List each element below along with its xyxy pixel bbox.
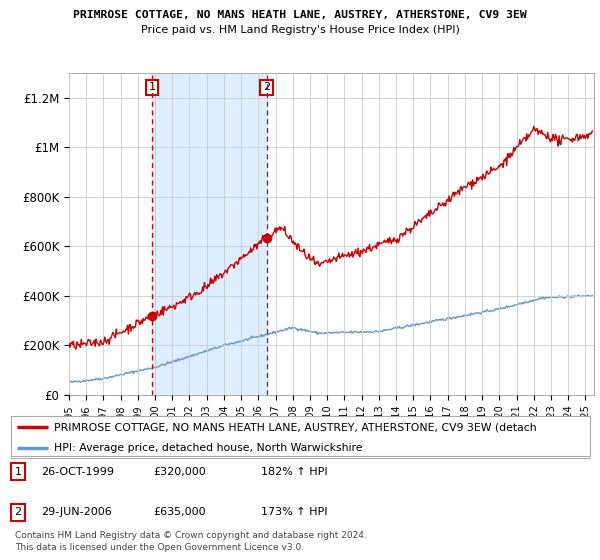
Bar (152, 73, 267, 395)
Text: 1: 1 (14, 466, 22, 477)
Text: 2: 2 (14, 507, 22, 517)
Text: £320,000: £320,000 (153, 466, 206, 477)
Text: This data is licensed under the Open Government Licence v3.0.: This data is licensed under the Open Gov… (15, 543, 304, 552)
Text: Contains HM Land Registry data © Crown copyright and database right 2024.: Contains HM Land Registry data © Crown c… (15, 531, 367, 540)
Text: 173% ↑ HPI: 173% ↑ HPI (261, 507, 328, 517)
Text: 1: 1 (148, 82, 155, 92)
Text: PRIMROSE COTTAGE, NO MANS HEATH LANE, AUSTREY, ATHERSTONE, CV9 3EW (detach: PRIMROSE COTTAGE, NO MANS HEATH LANE, AU… (54, 422, 537, 432)
Text: 2: 2 (263, 82, 271, 92)
Text: 26-OCT-1999: 26-OCT-1999 (41, 466, 114, 477)
Text: £635,000: £635,000 (153, 507, 206, 517)
Text: Price paid vs. HM Land Registry's House Price Index (HPI): Price paid vs. HM Land Registry's House … (140, 25, 460, 35)
Text: 182% ↑ HPI: 182% ↑ HPI (261, 466, 328, 477)
Text: HPI: Average price, detached house, North Warwickshire: HPI: Average price, detached house, Nort… (54, 442, 363, 452)
Text: PRIMROSE COTTAGE, NO MANS HEATH LANE, AUSTREY, ATHERSTONE, CV9 3EW: PRIMROSE COTTAGE, NO MANS HEATH LANE, AU… (73, 10, 527, 20)
Text: 29-JUN-2006: 29-JUN-2006 (41, 507, 112, 517)
